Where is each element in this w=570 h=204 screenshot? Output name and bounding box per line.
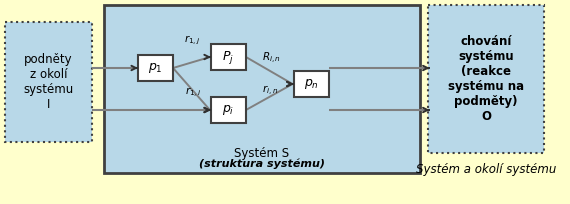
Bar (211, 44, 246, 70)
Text: $p_1$: $p_1$ (148, 61, 163, 75)
Bar (104, 5, 420, 173)
Text: $R_{i,n}$: $R_{i,n}$ (262, 51, 281, 67)
Text: $p_i$: $p_i$ (222, 103, 235, 117)
Text: $r_{1,i}$: $r_{1,i}$ (185, 86, 201, 100)
Text: (struktura systému): (struktura systému) (199, 159, 325, 169)
Text: chování
systému
(reakce
systému na
podměty)
O: chování systému (reakce systému na podmě… (448, 35, 524, 123)
Text: $p_n$: $p_n$ (304, 77, 319, 91)
Text: $P_j$: $P_j$ (222, 49, 234, 65)
Text: $r_{i,n}$: $r_{i,n}$ (262, 84, 278, 98)
Bar (5, 22, 92, 142)
Text: $r_{1,j}$: $r_{1,j}$ (184, 34, 200, 47)
Bar (211, 97, 246, 123)
Bar (138, 55, 173, 81)
Text: podněty
z okolí
systému
I: podněty z okolí systému I (23, 53, 74, 111)
Bar (428, 5, 544, 153)
Bar (294, 71, 328, 97)
Text: Systém a okolí systému: Systém a okolí systému (416, 163, 556, 175)
Text: Systém S: Systém S (234, 146, 290, 160)
